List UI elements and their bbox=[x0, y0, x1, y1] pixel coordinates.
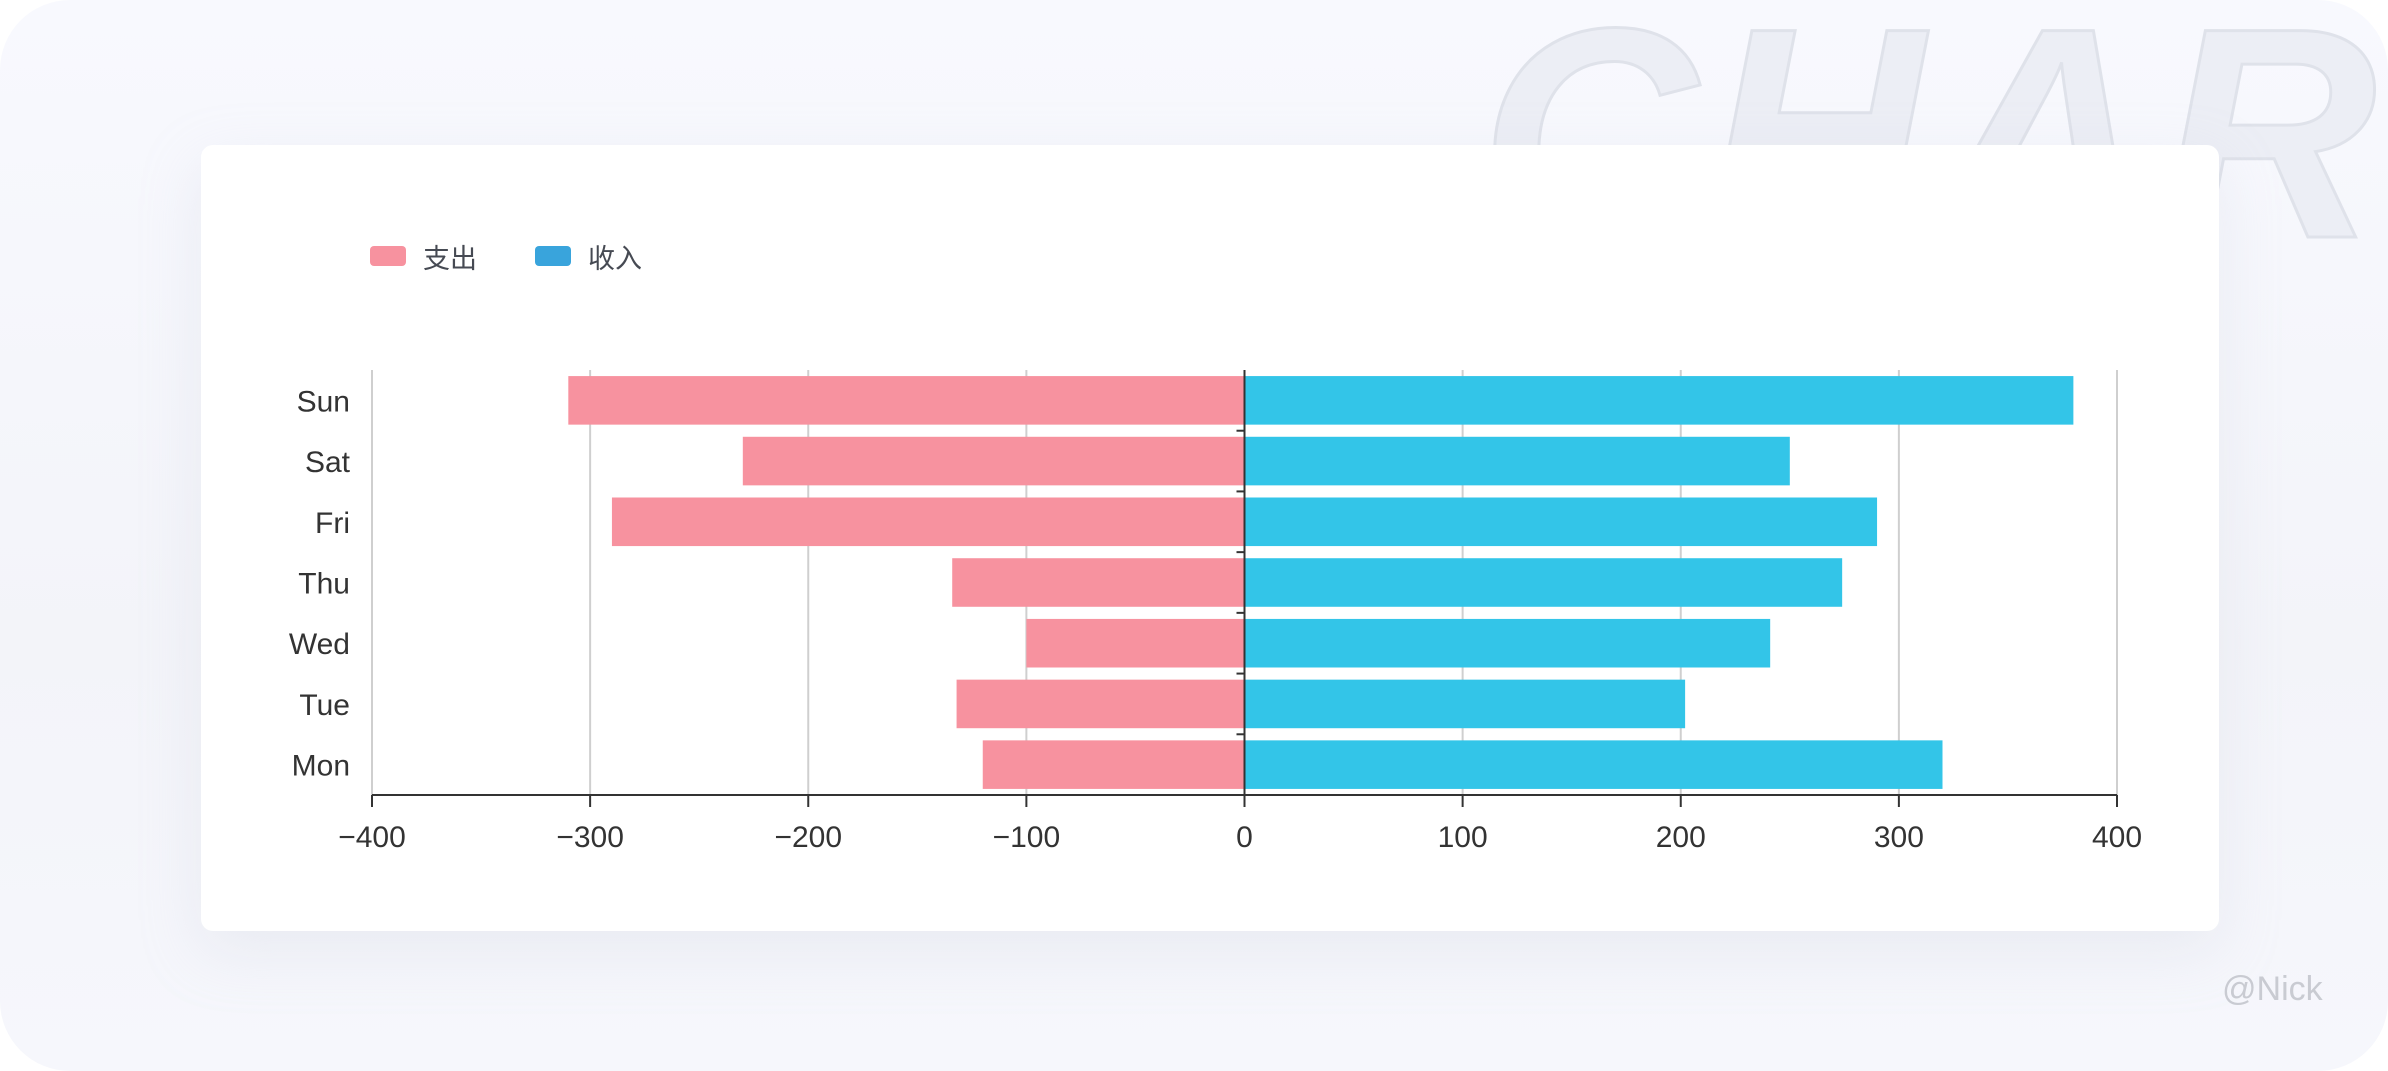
legend-swatch-income bbox=[535, 246, 571, 266]
bar-income-sun bbox=[1244, 376, 2074, 425]
bar-expense-wed bbox=[1026, 618, 1245, 668]
y-category-label: Fri bbox=[315, 507, 350, 540]
bar-income-sat bbox=[1244, 436, 1790, 486]
x-tick-label: 200 bbox=[1656, 821, 1706, 854]
x-tick-label: 0 bbox=[1236, 821, 1253, 854]
y-category-label: Wed bbox=[289, 628, 350, 661]
legend-swatch-expense bbox=[370, 246, 406, 266]
y-category-label: Mon bbox=[292, 750, 350, 783]
bar-expense-fri bbox=[611, 497, 1245, 547]
bar-income-tue bbox=[1244, 679, 1686, 729]
bar-expense-sun bbox=[568, 376, 1245, 425]
bar-income-thu bbox=[1244, 558, 1843, 607]
bar-income-mon bbox=[1244, 740, 1943, 789]
x-tick-label: −300 bbox=[556, 821, 624, 854]
x-tick-label: −100 bbox=[993, 821, 1061, 854]
legend-label-expense: 支出 bbox=[423, 244, 477, 275]
legend-label-income: 收入 bbox=[588, 244, 642, 275]
x-tick-label: 400 bbox=[2092, 821, 2142, 854]
bar-expense-tue bbox=[956, 679, 1245, 729]
bar-expense-thu bbox=[952, 558, 1245, 607]
x-tick-label: −400 bbox=[338, 821, 406, 854]
bar-expense-mon bbox=[982, 740, 1245, 789]
bar-income-fri bbox=[1244, 497, 1878, 547]
signature: @Nick bbox=[2222, 970, 2323, 1008]
y-category-label: Sun bbox=[297, 385, 350, 418]
y-category-label: Thu bbox=[298, 568, 350, 601]
x-tick-label: −200 bbox=[774, 821, 842, 854]
bar-income-wed bbox=[1244, 618, 1771, 668]
y-category-label: Sat bbox=[305, 446, 351, 479]
x-tick-label: 300 bbox=[1874, 821, 1924, 854]
bar-expense-sat bbox=[742, 436, 1245, 486]
x-tick-label: 100 bbox=[1438, 821, 1488, 854]
y-category-label: Tue bbox=[299, 689, 350, 722]
